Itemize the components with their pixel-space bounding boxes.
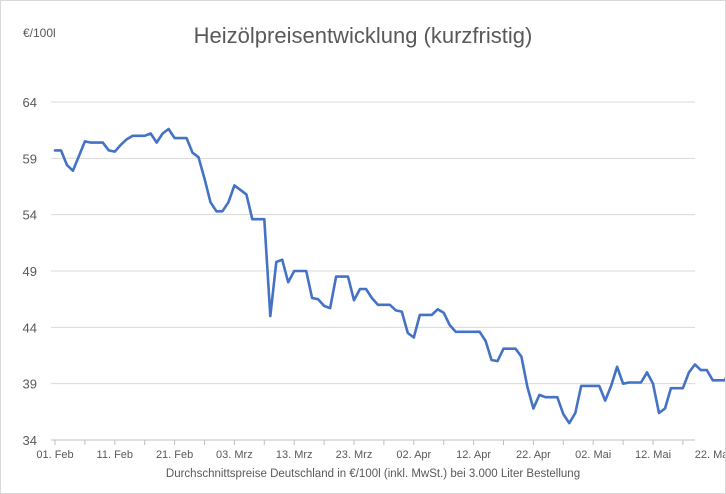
y-tick-label: 44 <box>23 320 37 335</box>
y-tick-label: 49 <box>23 264 37 279</box>
y-tick-label: 54 <box>23 208 37 223</box>
y-tick-labels: 34 39 44 49 54 59 64 <box>23 95 37 448</box>
x-axis-label: Durchschnittspreise Deutschland in €/100… <box>166 468 580 480</box>
x-tick-label: 23. Mrz <box>336 449 373 461</box>
x-tick-labels: 01. Feb 11. Feb 21. Feb 03. Mrz 13. Mrz 23. M… <box>36 440 725 461</box>
series-layer <box>53 127 725 425</box>
x-tick-label: 21. Feb <box>156 449 193 461</box>
x-tick-label: 11. Feb <box>97 449 134 461</box>
x-tick-label: 01. Feb <box>36 449 73 461</box>
series-line <box>53 127 725 425</box>
gridlines <box>51 101 695 441</box>
x-tick-label: 22. Mai <box>695 449 725 461</box>
x-tick-label: 12. Apr <box>456 449 491 461</box>
x-tick-label: 03. Mrz <box>216 449 253 461</box>
x-tick-label: 13. Mrz <box>276 449 313 461</box>
x-tick-label: 02. Apr <box>396 449 431 461</box>
y-tick-label: 59 <box>23 151 37 166</box>
x-tick-label: 02. Mai <box>575 449 611 461</box>
x-tick-label: 22. Apr <box>516 449 551 461</box>
y-unit-label: €/100l <box>23 26 56 40</box>
y-tick-label: 64 <box>23 95 37 110</box>
chart-title: Heizölpreisentwicklung (kurzfristig) <box>194 23 533 48</box>
y-tick-label: 34 <box>23 433 37 448</box>
x-tick-label: 12. Mai <box>635 449 671 461</box>
y-tick-label: 39 <box>23 377 37 392</box>
